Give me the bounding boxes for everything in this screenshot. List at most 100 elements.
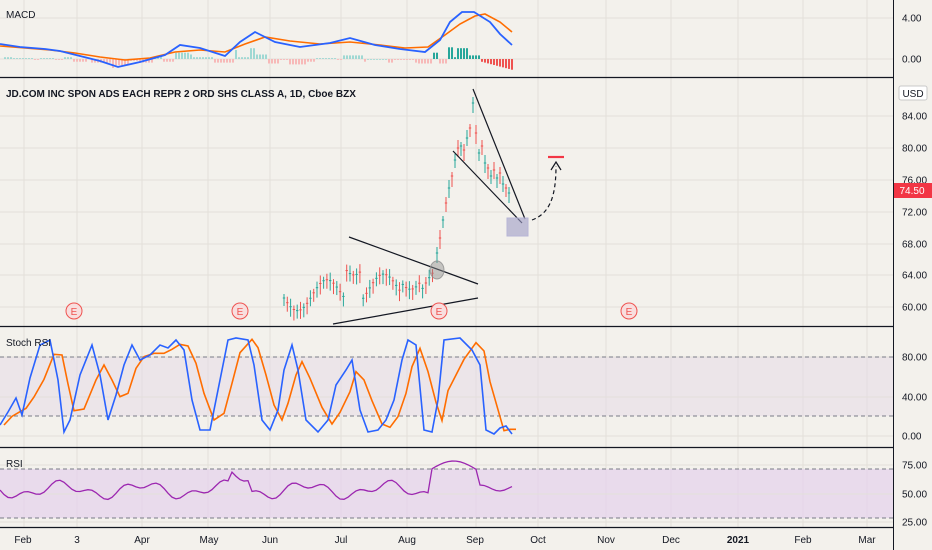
macd-histogram-bar [304, 59, 306, 65]
stoch-rsi-panel[interactable]: Stoch RSI 80.00 40.00 0.00 [0, 337, 927, 443]
vertical-grid [23, 0, 868, 527]
y-tick-label: 80.00 [902, 353, 927, 364]
y-tick-label: 84.00 [902, 112, 927, 123]
macd-histogram-bar [415, 59, 417, 63]
macd-histogram-bar [208, 57, 210, 59]
macd-histogram-bar [451, 47, 453, 59]
macd-histogram-bar [211, 57, 213, 59]
macd-histogram-bar [364, 59, 366, 62]
macd-histogram-bar [7, 57, 9, 59]
macd-histogram-bar [247, 57, 249, 59]
macd-histogram-bar [217, 59, 219, 63]
macd-histogram-bar [31, 58, 33, 59]
macd-histogram-bar [214, 59, 216, 63]
instrument-title: JD.COM INC SPON ADS EACH REPR 2 ORD SHS … [6, 89, 356, 100]
macd-histogram-bar [250, 48, 252, 59]
y-tick-label: 0.00 [902, 432, 922, 443]
macd-histogram-bar [325, 58, 327, 59]
macd-histogram-bar [28, 58, 30, 59]
macd-histogram-bar [286, 59, 288, 60]
macd-histogram-bar [79, 59, 81, 62]
macd-histogram-bar [412, 59, 414, 60]
macd-histogram-bar [457, 48, 459, 59]
time-axis-label: 3 [74, 535, 80, 546]
macd-histogram-bar [490, 59, 492, 65]
macd-histogram-bar [124, 59, 126, 66]
macd-histogram-bar [205, 57, 207, 59]
earnings-marker[interactable]: E [231, 302, 249, 320]
time-axis-label: Jun [262, 535, 278, 546]
rsi-line [0, 460, 513, 501]
macd-histogram-bar [319, 58, 321, 59]
macd-histogram-bar [463, 48, 465, 59]
macd-histogram-bar [385, 59, 387, 60]
macd-histogram-bar [400, 59, 402, 60]
macd-histogram-bar [466, 48, 468, 59]
price-candles [282, 97, 511, 321]
target-zone-box [506, 217, 529, 237]
price-panel[interactable]: E E E E JD.COM INC SPON ADS EACH REPR 2 … [0, 85, 932, 325]
macd-histogram-bar [334, 58, 336, 59]
macd-histogram-bar [421, 59, 423, 64]
macd-histogram-bar [199, 57, 201, 59]
time-axis[interactable]: Feb 3 Apr May Jun Jul Aug Sep Oct Nov Dec 2021 Feb Ma… [14, 535, 876, 546]
time-axis-label: May [200, 535, 219, 546]
macd-histogram-bar [316, 58, 318, 59]
earnings-marker[interactable]: E [620, 302, 638, 320]
macd-histogram-bar [139, 59, 141, 63]
macd-histogram-bar [337, 59, 339, 60]
currency-badge[interactable] [898, 85, 928, 101]
macd-histogram-bar [511, 59, 513, 70]
earnings-marker[interactable]: E [65, 302, 83, 320]
macd-histogram-bar [340, 59, 342, 60]
macd-title: MACD [6, 10, 35, 21]
earnings-marker[interactable]: E [430, 302, 448, 320]
macd-histogram-bar [232, 59, 234, 63]
time-axis-label: Jul [335, 535, 348, 546]
macd-histogram-bar [307, 59, 309, 62]
stoch-band [0, 357, 893, 416]
macd-histogram-bar [37, 59, 39, 60]
macd-histogram-bar [271, 59, 273, 64]
macd-histogram-bar [268, 59, 270, 64]
macd-histogram-bar [376, 59, 378, 60]
macd-histogram-bar [166, 59, 168, 62]
macd-histogram-bar [52, 58, 54, 59]
y-tick-label: 75.00 [902, 461, 927, 472]
macd-histogram-bar [40, 58, 42, 59]
macd-histogram-bar [109, 59, 111, 63]
macd-histogram-bar [322, 58, 324, 59]
macd-histogram-bar [220, 59, 222, 63]
macd-histogram-bar [175, 52, 177, 59]
macd-histogram-bar [379, 59, 381, 60]
last-price-label: 74.50 [899, 186, 924, 197]
macd-histogram-bar [361, 55, 363, 59]
macd-histogram-bar [184, 52, 186, 59]
macd-histogram-bar [70, 57, 72, 59]
macd-histogram-bar [136, 59, 138, 61]
macd-histogram-bar [373, 59, 375, 60]
rsi-title: RSI [6, 459, 23, 470]
time-axis-label: Mar [858, 535, 876, 546]
macd-histogram-bar [55, 59, 57, 60]
macd-histogram-bar [409, 59, 411, 60]
macd-histogram-bar [349, 55, 351, 59]
stoch-k-line [0, 337, 513, 435]
macd-histogram-bar [160, 56, 162, 59]
macd-histogram-bar [346, 55, 348, 59]
macd-histogram-bar [508, 59, 510, 69]
rsi-panel[interactable]: RSI 75.00 50.00 25.00 [0, 459, 927, 529]
macd-histogram-bar [25, 58, 27, 59]
time-axis-label: 2021 [727, 535, 750, 546]
macd-panel[interactable]: MACD 4.00 0.00 [0, 10, 922, 70]
stoch-d-line [3, 338, 516, 432]
macd-histogram-bar [382, 59, 384, 60]
macd-histogram-bar [403, 59, 405, 60]
macd-histogram-bar [259, 54, 261, 59]
y-tick-label: 40.00 [902, 393, 927, 404]
macd-histogram-bar [499, 59, 501, 67]
macd-histogram-bar [193, 57, 195, 59]
macd-histogram-bar [94, 59, 96, 63]
triangle-upper-trendline [348, 236, 479, 285]
